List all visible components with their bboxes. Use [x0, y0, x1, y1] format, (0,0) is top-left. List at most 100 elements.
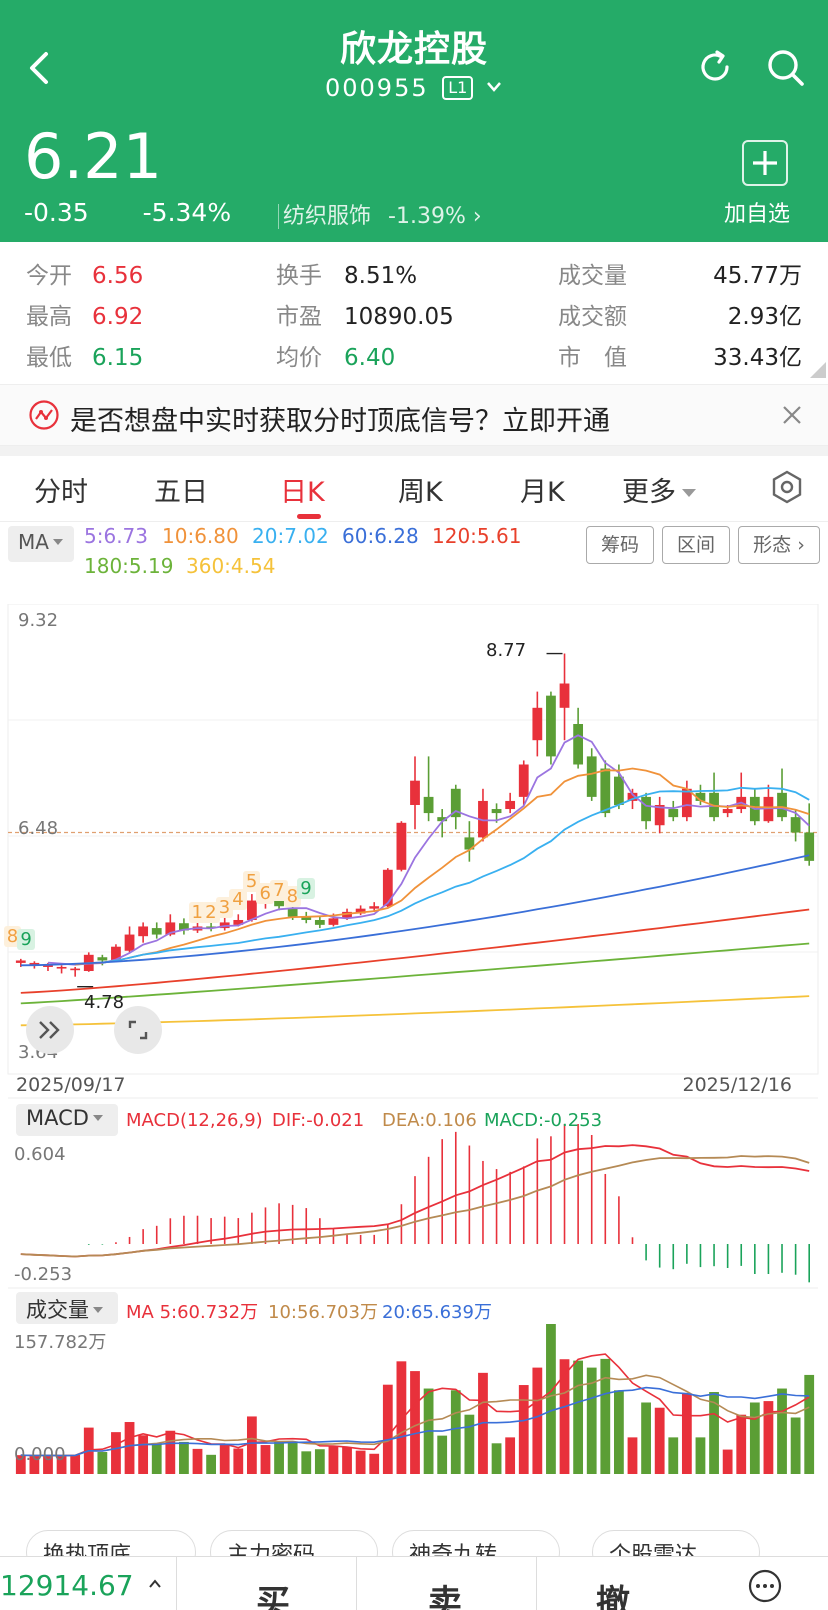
candle-body [274, 897, 284, 907]
double-chevron-icon [39, 1021, 60, 1039]
volume-bar [532, 1367, 543, 1474]
caret-down-icon [52, 539, 63, 545]
sector-change: -1.39% [388, 204, 466, 229]
candle-body [369, 906, 380, 909]
volume-bar [328, 1445, 339, 1474]
close-icon[interactable] [780, 403, 804, 427]
buy-button[interactable]: 买 [256, 1583, 290, 1610]
volume-bar [749, 1402, 760, 1474]
candle-body [138, 926, 149, 937]
volume-bar [138, 1435, 149, 1474]
chevron-down-icon [487, 82, 501, 92]
ma10-value: 10:6.80 [162, 524, 239, 548]
volume-bar [165, 1430, 176, 1474]
expand-left-button[interactable] [26, 1006, 74, 1054]
chip-magic-nine[interactable]: 神奇九转 [392, 1530, 560, 1556]
volume-bar [491, 1443, 502, 1474]
candle-body [464, 837, 475, 850]
volume-bar [695, 1437, 706, 1474]
volume-selector-label: 成交量 [26, 1298, 89, 1322]
add-watchlist-label[interactable]: 加自选 [724, 202, 791, 227]
ma-selector[interactable]: MA [8, 526, 74, 562]
fullscreen-icon [128, 1020, 148, 1040]
macd-selector[interactable]: MACD [16, 1104, 118, 1136]
candle-body [97, 957, 108, 961]
kline-axis-mid: 6.48 [18, 818, 59, 839]
ma180-line [20, 942, 810, 1005]
index-value[interactable]: 12914.67 [0, 1569, 134, 1602]
divider [536, 1557, 537, 1610]
volume-selector[interactable]: 成交量 [16, 1292, 118, 1324]
refresh-icon[interactable] [694, 46, 736, 88]
section-gap [0, 446, 828, 456]
banner-text[interactable]: 是否想盘中实时获取分时顶底信号？立即开通 [70, 406, 610, 437]
volume-bar [43, 1455, 53, 1474]
tab-intraday[interactable]: 分时 [34, 477, 88, 508]
more-chat-icon[interactable] [748, 1569, 782, 1603]
volume-bar [600, 1358, 611, 1474]
sector-link[interactable]: 纺织服饰 -1.39% › [278, 198, 482, 230]
candle-body [518, 764, 529, 797]
tab-monthly-k[interactable]: 月K [520, 477, 565, 508]
tab-more-label: 更多 [622, 477, 676, 508]
tab-daily-k[interactable]: 日K [280, 477, 325, 508]
settings-hexagon-icon[interactable] [770, 470, 804, 504]
volume-bar [627, 1437, 638, 1474]
volume-bar [464, 1414, 475, 1474]
chip-distribution-button[interactable]: 筹码 [586, 526, 654, 564]
fullscreen-button[interactable] [114, 1006, 162, 1054]
sector-name: 纺织服饰 [283, 204, 372, 229]
search-icon[interactable] [764, 46, 806, 88]
volume-bar [124, 1422, 135, 1474]
volume-bar [668, 1437, 679, 1474]
volume-bar [437, 1435, 448, 1474]
chip-stock-radar[interactable]: 个股雷达 [592, 1530, 760, 1556]
stat-amount-label: 成交额 [558, 304, 627, 330]
expand-corner-icon[interactable] [810, 362, 826, 378]
cancel-order-button[interactable]: 撤 [596, 1583, 630, 1610]
volume-axis-min: 0.000 [14, 1444, 66, 1465]
stock-code-row[interactable]: 000955 L1 [0, 74, 828, 102]
volume-bar [382, 1384, 393, 1474]
current-price: 6.21 [24, 120, 163, 193]
candle-body [478, 800, 488, 838]
candle-body [505, 800, 516, 810]
add-watchlist-button[interactable] [742, 140, 788, 186]
volume-bar [97, 1452, 108, 1474]
back-arrow-icon[interactable] [22, 48, 58, 88]
tab-five-day[interactable]: 五日 [154, 477, 208, 508]
kline-chart-svg[interactable] [0, 604, 828, 1524]
ma60-value: 60:6.28 [342, 524, 419, 548]
sell-button[interactable]: 卖 [428, 1583, 462, 1610]
divider [356, 1557, 357, 1610]
ma5-line [47, 734, 810, 966]
ma120-line [20, 908, 810, 994]
stat-volume-label: 成交量 [558, 263, 627, 289]
candle-body [790, 817, 801, 833]
chip-main-force[interactable]: 主力密码 [210, 1530, 378, 1556]
volume-bar [450, 1390, 461, 1474]
candle-body [546, 695, 556, 757]
candle-body [695, 792, 706, 801]
volume-bar [274, 1441, 284, 1474]
chip-hot-top-bottom[interactable]: 换热顶底 [26, 1530, 196, 1556]
kline-axis-max: 9.32 [18, 610, 59, 631]
ma-selector-label: MA [18, 530, 49, 554]
signal-promo-banner[interactable]: 是否想盘中实时获取分时顶底信号？立即开通 [0, 384, 828, 446]
pattern-button[interactable]: 形态 › [738, 526, 820, 564]
candle-body [355, 908, 366, 914]
range-button[interactable]: 区间 [662, 526, 730, 564]
high-price-marker: 8.77 [486, 640, 527, 661]
tab-weekly-k[interactable]: 周K [398, 477, 443, 508]
macd-dea: DEA:0.106 [382, 1110, 477, 1131]
candle-body [246, 900, 257, 920]
volume-bar [573, 1360, 584, 1474]
volume-bar [396, 1361, 407, 1474]
stat-open: 今开 6.56 [26, 263, 144, 289]
volume-bar [736, 1414, 747, 1474]
candle-body [382, 869, 393, 907]
macd-params: MACD(12,26,9) [126, 1110, 263, 1131]
candle-body [124, 934, 135, 951]
tab-more[interactable]: 更多 [622, 470, 696, 509]
